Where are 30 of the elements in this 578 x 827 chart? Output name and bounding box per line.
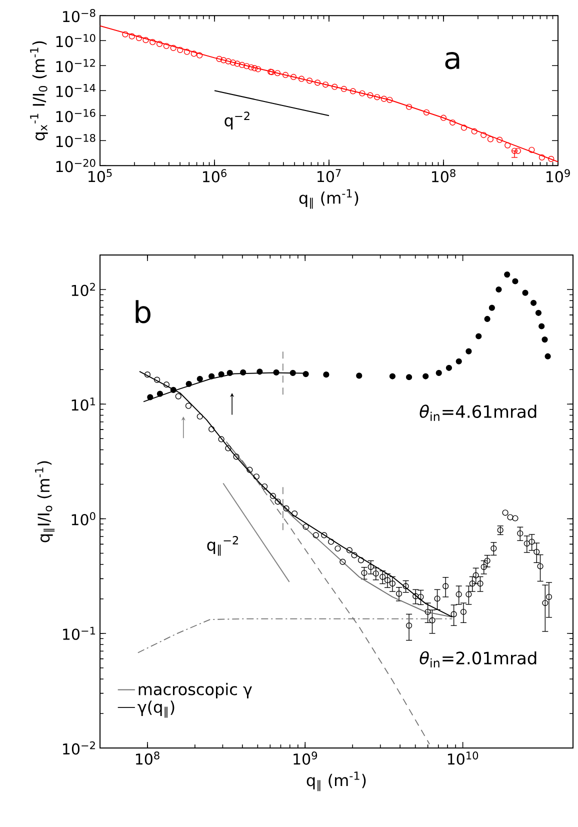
x-tick-label: 10$^{8}$ [136,752,160,765]
x-tick-label: 10$^{10}$ [448,752,478,765]
x-tick-label: 10$^{9}$ [294,752,318,765]
y-tick-label: 10$^{−10}$ [56,34,96,48]
annotation: a [445,52,460,70]
y-tick-label: 10$^{−8}$ [63,8,96,22]
y-tick-label: 10$^{−16}$ [56,108,96,122]
y-tick-label: 10$^{0}$ [72,512,96,526]
y-tick-label: 10$^{2}$ [72,282,95,296]
y-tick-label: 10$^{−14}$ [56,84,96,98]
annotation: θ$_{in}$=2.01mrad [420,651,536,668]
annotation: b [136,300,150,324]
y-axis-title: q$_{x}$$^{-1}$ I/I$_{0}$ (m$^{-1}$) [30,41,48,140]
annotation: q$^{−2}$ [224,112,250,130]
legend-label: macroscopic γ [138,682,252,698]
y-axis-title: q$_{∥}$I/I$_{o}$ (m$^{-1}$) [35,461,55,542]
annotation: θ$_{in}$=4.61mrad [420,404,536,421]
x-axis-title: q$_{∥}$ (m$^{-1}$) [306,772,366,792]
annotation: q$_{∥}$−2 [207,536,238,556]
x-axis-title: q$_{∥}$ (m$^{-1}$) [299,189,358,209]
y-tick-label: 10$^{−1}$ [63,626,96,640]
x-tick-label: 10$^{8}$ [432,169,456,182]
x-tick-label: 10$^{7}$ [318,169,341,182]
y-tick-label: 10$^{−18}$ [56,134,96,148]
y-tick-label: 10$^{1}$ [72,398,96,411]
x-tick-label: 10$^{6}$ [203,169,226,182]
y-tick-label: 10$^{−12}$ [56,58,95,72]
y-tick-label: 10$^{−2}$ [63,741,95,755]
x-tick-label: 10$^{9}$ [546,169,570,182]
legend-label: γ(q$_{∥}$) [138,700,174,718]
